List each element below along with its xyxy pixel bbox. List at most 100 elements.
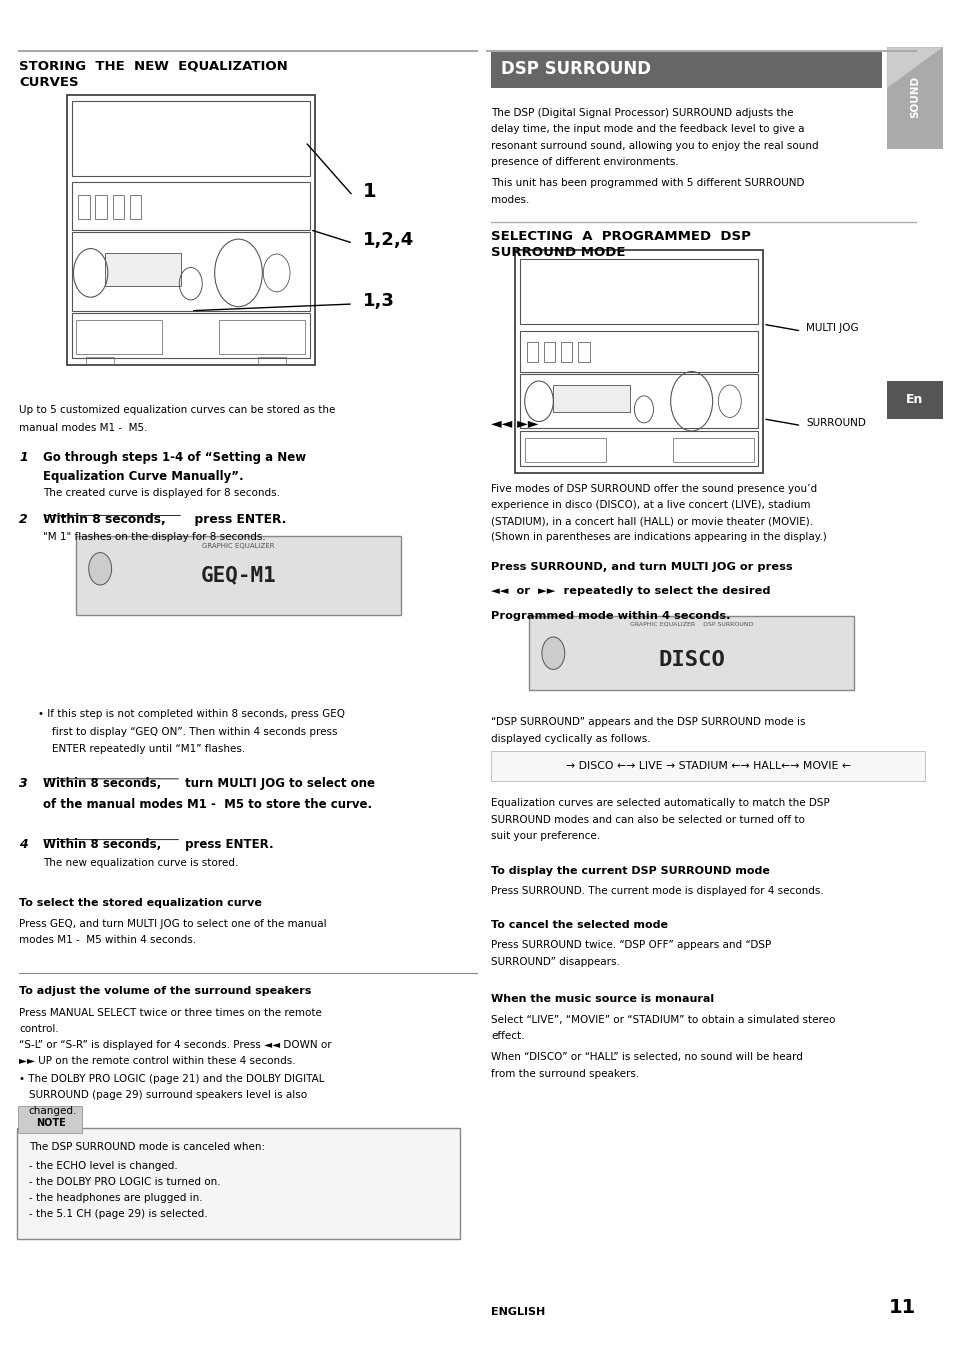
Text: To display the current DSP SURROUND mode: To display the current DSP SURROUND mode — [491, 866, 769, 875]
Text: Select “LIVE”, “MOVIE” or “STADIUM” to obtain a simulated stereo: Select “LIVE”, “MOVIE” or “STADIUM” to o… — [491, 1015, 835, 1024]
Bar — [543, 342, 555, 362]
Bar — [560, 342, 572, 362]
Text: Programmed mode within 4 seconds.: Programmed mode within 4 seconds. — [491, 611, 730, 620]
Text: To select the stored equalization curve: To select the stored equalization curve — [19, 898, 262, 908]
Text: En: En — [905, 393, 923, 407]
Text: (STADIUM), in a concert hall (HALL) or movie theater (MOVIE).: (STADIUM), in a concert hall (HALL) or m… — [491, 516, 813, 526]
Text: 2: 2 — [19, 513, 28, 527]
Bar — [219, 320, 305, 354]
Text: delay time, the input mode and the feedback level to give a: delay time, the input mode and the feedb… — [491, 124, 804, 134]
Text: Press SURROUND, and turn MULTI JOG or press: Press SURROUND, and turn MULTI JOG or pr… — [491, 562, 792, 571]
Text: SURROUND” disappears.: SURROUND” disappears. — [491, 957, 619, 966]
Text: displayed cyclically as follows.: displayed cyclically as follows. — [491, 734, 650, 743]
Bar — [76, 536, 400, 615]
Text: - the 5.1 CH (page 29) is selected.: - the 5.1 CH (page 29) is selected. — [29, 1209, 207, 1219]
Polygon shape — [886, 47, 942, 88]
Bar — [578, 342, 589, 362]
Text: Five modes of DSP SURROUND offer the sound presence you’d: Five modes of DSP SURROUND offer the sou… — [491, 484, 817, 493]
Text: press ENTER.: press ENTER. — [181, 838, 274, 851]
Text: • If this step is not completed within 8 seconds, press GEQ: • If this step is not completed within 8… — [38, 709, 345, 719]
Text: ►► UP on the remote control within these 4 seconds.: ►► UP on the remote control within these… — [19, 1056, 295, 1066]
Text: Within 8 seconds,: Within 8 seconds, — [43, 777, 161, 790]
Text: The created curve is displayed for 8 seconds.: The created curve is displayed for 8 sec… — [43, 488, 279, 497]
Bar — [71, 101, 310, 176]
Text: 1,3: 1,3 — [362, 292, 394, 311]
FancyBboxPatch shape — [17, 1128, 459, 1239]
Bar — [71, 232, 310, 311]
Text: SURROUND MODE: SURROUND MODE — [491, 246, 625, 259]
Text: "M 1" flashes on the display for 8 seconds.: "M 1" flashes on the display for 8 secon… — [43, 532, 265, 542]
Text: “DSP SURROUND” appears and the DSP SURROUND mode is: “DSP SURROUND” appears and the DSP SURRO… — [491, 717, 805, 727]
Text: (Shown in parentheses are indications appearing in the display.): (Shown in parentheses are indications ap… — [491, 532, 826, 542]
Text: Press SURROUND twice. “DSP OFF” appears and “DSP: Press SURROUND twice. “DSP OFF” appears … — [491, 940, 771, 950]
Text: ◄◄  or  ►►  repeatedly to select the desired: ◄◄ or ►► repeatedly to select the desire… — [491, 586, 770, 596]
Bar — [105, 253, 181, 286]
Text: The new equalization curve is stored.: The new equalization curve is stored. — [43, 858, 238, 867]
Text: Press SURROUND. The current mode is displayed for 4 seconds.: Press SURROUND. The current mode is disp… — [491, 886, 823, 896]
Text: Go through steps 1-4 of “Setting a New: Go through steps 1-4 of “Setting a New — [43, 451, 306, 465]
Text: SOUND: SOUND — [909, 76, 919, 119]
Text: SURROUND: SURROUND — [805, 417, 865, 428]
Text: The DSP SURROUND mode is canceled when:: The DSP SURROUND mode is canceled when: — [29, 1142, 265, 1151]
Text: modes M1 -  M5 within 4 seconds.: modes M1 - M5 within 4 seconds. — [19, 935, 196, 944]
Text: SURROUND (page 29) surround speakers level is also: SURROUND (page 29) surround speakers lev… — [29, 1090, 307, 1100]
Bar — [519, 331, 758, 372]
Bar — [112, 195, 124, 219]
Text: → DISCO ←→ LIVE → STADIUM ←→ HALL←→ MOVIE ←: → DISCO ←→ LIVE → STADIUM ←→ HALL←→ MOVI… — [565, 761, 850, 771]
Text: NOTE: NOTE — [35, 1117, 66, 1128]
Text: press ENTER.: press ENTER. — [186, 513, 286, 527]
Bar — [71, 313, 310, 358]
Text: - the headphones are plugged in.: - the headphones are plugged in. — [29, 1193, 202, 1202]
Text: 11: 11 — [887, 1298, 915, 1317]
Text: modes.: modes. — [491, 195, 529, 204]
Text: To adjust the volume of the surround speakers: To adjust the volume of the surround spe… — [19, 986, 311, 996]
Text: resonant surround sound, allowing you to enjoy the real sound: resonant surround sound, allowing you to… — [491, 141, 818, 150]
Text: When the music source is monaural: When the music source is monaural — [491, 994, 714, 1004]
Text: Up to 5 customized equalization curves can be stored as the: Up to 5 customized equalization curves c… — [19, 405, 335, 415]
Text: CURVES: CURVES — [19, 76, 79, 89]
Text: SURROUND modes and can also be selected or turned off to: SURROUND modes and can also be selected … — [491, 815, 804, 824]
Text: GRAPHIC EQUALIZER    DSP SURROUND: GRAPHIC EQUALIZER DSP SURROUND — [629, 621, 753, 627]
Text: manual modes M1 -  M5.: manual modes M1 - M5. — [19, 423, 148, 432]
Bar — [672, 438, 753, 462]
Text: DSP SURROUND: DSP SURROUND — [500, 59, 650, 78]
Text: Within 8 seconds,: Within 8 seconds, — [43, 513, 166, 527]
Text: suit your preference.: suit your preference. — [491, 831, 599, 840]
Text: Within 8 seconds,: Within 8 seconds, — [43, 838, 161, 851]
Text: experience in disco (DISCO), at a live concert (LIVE), stadium: experience in disco (DISCO), at a live c… — [491, 500, 810, 509]
Bar — [524, 438, 605, 462]
Text: - the DOLBY PRO LOGIC is turned on.: - the DOLBY PRO LOGIC is turned on. — [29, 1177, 220, 1186]
Text: 1: 1 — [362, 182, 375, 201]
Text: STORING  THE  NEW  EQUALIZATION: STORING THE NEW EQUALIZATION — [19, 59, 288, 73]
Text: • The DOLBY PRO LOGIC (page 21) and the DOLBY DIGITAL: • The DOLBY PRO LOGIC (page 21) and the … — [19, 1074, 324, 1084]
Bar — [130, 195, 141, 219]
FancyBboxPatch shape — [491, 751, 924, 781]
Text: This unit has been programmed with 5 different SURROUND: This unit has been programmed with 5 dif… — [491, 178, 804, 188]
Text: “S-L” or “S-R” is displayed for 4 seconds. Press ◄◄ DOWN or: “S-L” or “S-R” is displayed for 4 second… — [19, 1040, 332, 1050]
Text: of the manual modes M1 -  M5 to store the curve.: of the manual modes M1 - M5 to store the… — [43, 798, 372, 812]
FancyBboxPatch shape — [491, 50, 882, 88]
Text: control.: control. — [19, 1024, 59, 1034]
Bar — [519, 431, 758, 466]
Bar — [76, 320, 162, 354]
Text: first to display “GEQ ON”. Then within 4 seconds press: first to display “GEQ ON”. Then within 4… — [52, 727, 337, 736]
Text: When “DISCO” or “HALL” is selected, no sound will be heard: When “DISCO” or “HALL” is selected, no s… — [491, 1052, 802, 1062]
Text: DISCO: DISCO — [658, 650, 724, 670]
Text: MULTI JOG: MULTI JOG — [805, 323, 858, 334]
Text: SELECTING  A  PROGRAMMED  DSP: SELECTING A PROGRAMMED DSP — [491, 230, 750, 243]
Text: ENTER repeatedly until “M1” flashes.: ENTER repeatedly until “M1” flashes. — [52, 744, 246, 754]
Text: 1: 1 — [19, 451, 28, 465]
Text: 4: 4 — [19, 838, 28, 851]
FancyBboxPatch shape — [886, 47, 942, 149]
Circle shape — [89, 553, 112, 585]
Circle shape — [541, 638, 564, 670]
Bar — [86, 357, 114, 365]
Bar — [71, 182, 310, 230]
Text: from the surround speakers.: from the surround speakers. — [491, 1069, 639, 1078]
Text: GRAPHIC EQUALIZER: GRAPHIC EQUALIZER — [202, 543, 274, 549]
Text: The DSP (Digital Signal Processor) SURROUND adjusts the: The DSP (Digital Signal Processor) SURRO… — [491, 108, 793, 118]
Bar — [519, 374, 758, 428]
Bar — [529, 616, 853, 690]
Text: turn MULTI JOG to select one: turn MULTI JOG to select one — [181, 777, 375, 790]
FancyBboxPatch shape — [18, 1106, 82, 1133]
